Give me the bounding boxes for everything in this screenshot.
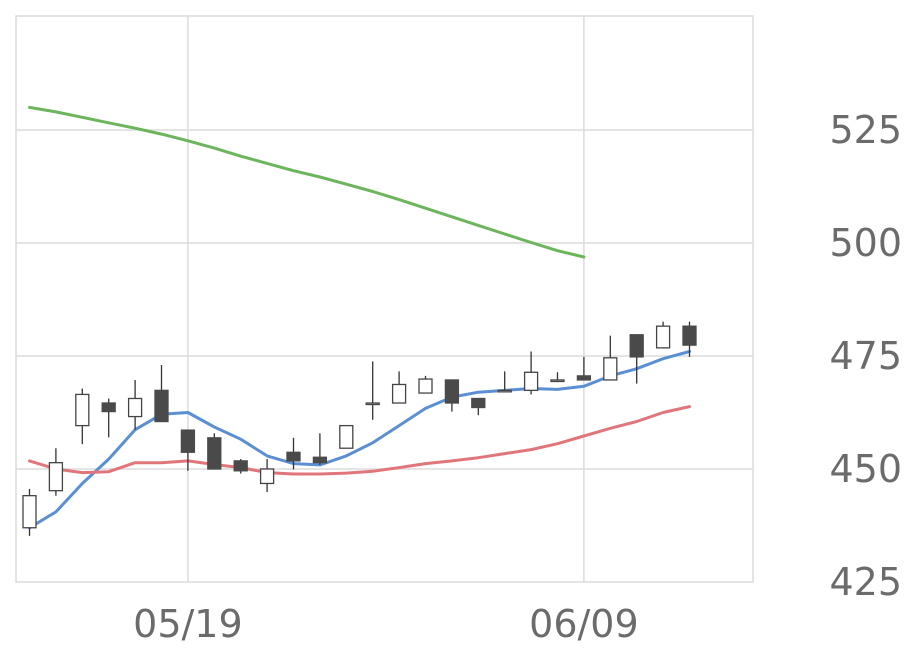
candle: [286, 437, 301, 470]
chart-grid: [16, 16, 753, 582]
candle-body-down: [682, 325, 697, 346]
candle: [603, 335, 618, 381]
candle: [550, 372, 565, 383]
candle-body-down: [576, 375, 592, 381]
candle: [127, 379, 143, 430]
x-axis-ticks: 05/19 06/09: [133, 602, 639, 646]
candle: [312, 433, 328, 465]
candle-body-up: [22, 495, 37, 529]
candle: [22, 488, 37, 536]
candle-body-down: [312, 456, 328, 464]
candle: [339, 424, 354, 449]
moving-average-lines: [28, 105, 691, 530]
candle: [48, 448, 64, 496]
candle-body-up: [339, 424, 354, 449]
plot-frame: [15, 15, 754, 583]
candle-body-up: [391, 383, 407, 404]
candle: [444, 379, 460, 412]
candle-body-down: [286, 451, 301, 462]
candle-body-up: [48, 462, 64, 492]
y-tick-label: 450: [829, 447, 902, 491]
candle: [471, 397, 486, 416]
candle: [259, 459, 275, 493]
y-tick-label: 525: [829, 108, 902, 152]
x-tick-label: 06/09: [529, 602, 639, 646]
candle-body-down: [180, 429, 196, 453]
candle: [523, 351, 539, 395]
candle-body-down: [629, 334, 644, 358]
y-tick-label: 475: [829, 334, 902, 378]
candle-body-down: [444, 379, 460, 404]
y-tick-label: 425: [829, 560, 902, 604]
candle: [418, 375, 433, 394]
candle: [180, 429, 196, 471]
x-tick-label: 05/19: [133, 602, 243, 646]
candle: [629, 334, 644, 384]
candle: [655, 321, 671, 349]
candle-body-up: [523, 371, 539, 392]
candle: [365, 361, 380, 420]
candle-body-up: [497, 389, 512, 393]
candle-body-up: [550, 379, 565, 383]
candles: [22, 321, 697, 536]
candle-body-down: [101, 402, 116, 413]
candle-body-up: [365, 402, 380, 406]
candle: [576, 356, 592, 381]
candle: [154, 365, 169, 423]
series-line-2: [28, 105, 586, 259]
candle: [391, 371, 407, 404]
candle-body-down: [154, 389, 169, 423]
candle: [207, 433, 222, 470]
series-line-1: [28, 405, 691, 476]
candle-body-up: [127, 397, 143, 418]
candle-body-down: [233, 460, 248, 472]
candle: [101, 398, 116, 438]
candle-body-up: [259, 468, 275, 485]
series-line-0: [28, 350, 691, 530]
candle-body-down: [471, 397, 486, 409]
candle: [497, 371, 512, 393]
candle-body-up: [603, 357, 618, 381]
candle-body-up: [418, 378, 433, 394]
candle: [75, 388, 90, 445]
candle-body-up: [655, 325, 671, 349]
candle-body-up: [75, 393, 90, 427]
candle-body-down: [207, 437, 222, 470]
y-axis-ticks: 425 450 475 500 525: [829, 108, 902, 604]
candle: [233, 459, 248, 474]
y-tick-label: 500: [829, 221, 902, 265]
candle: [682, 321, 697, 357]
